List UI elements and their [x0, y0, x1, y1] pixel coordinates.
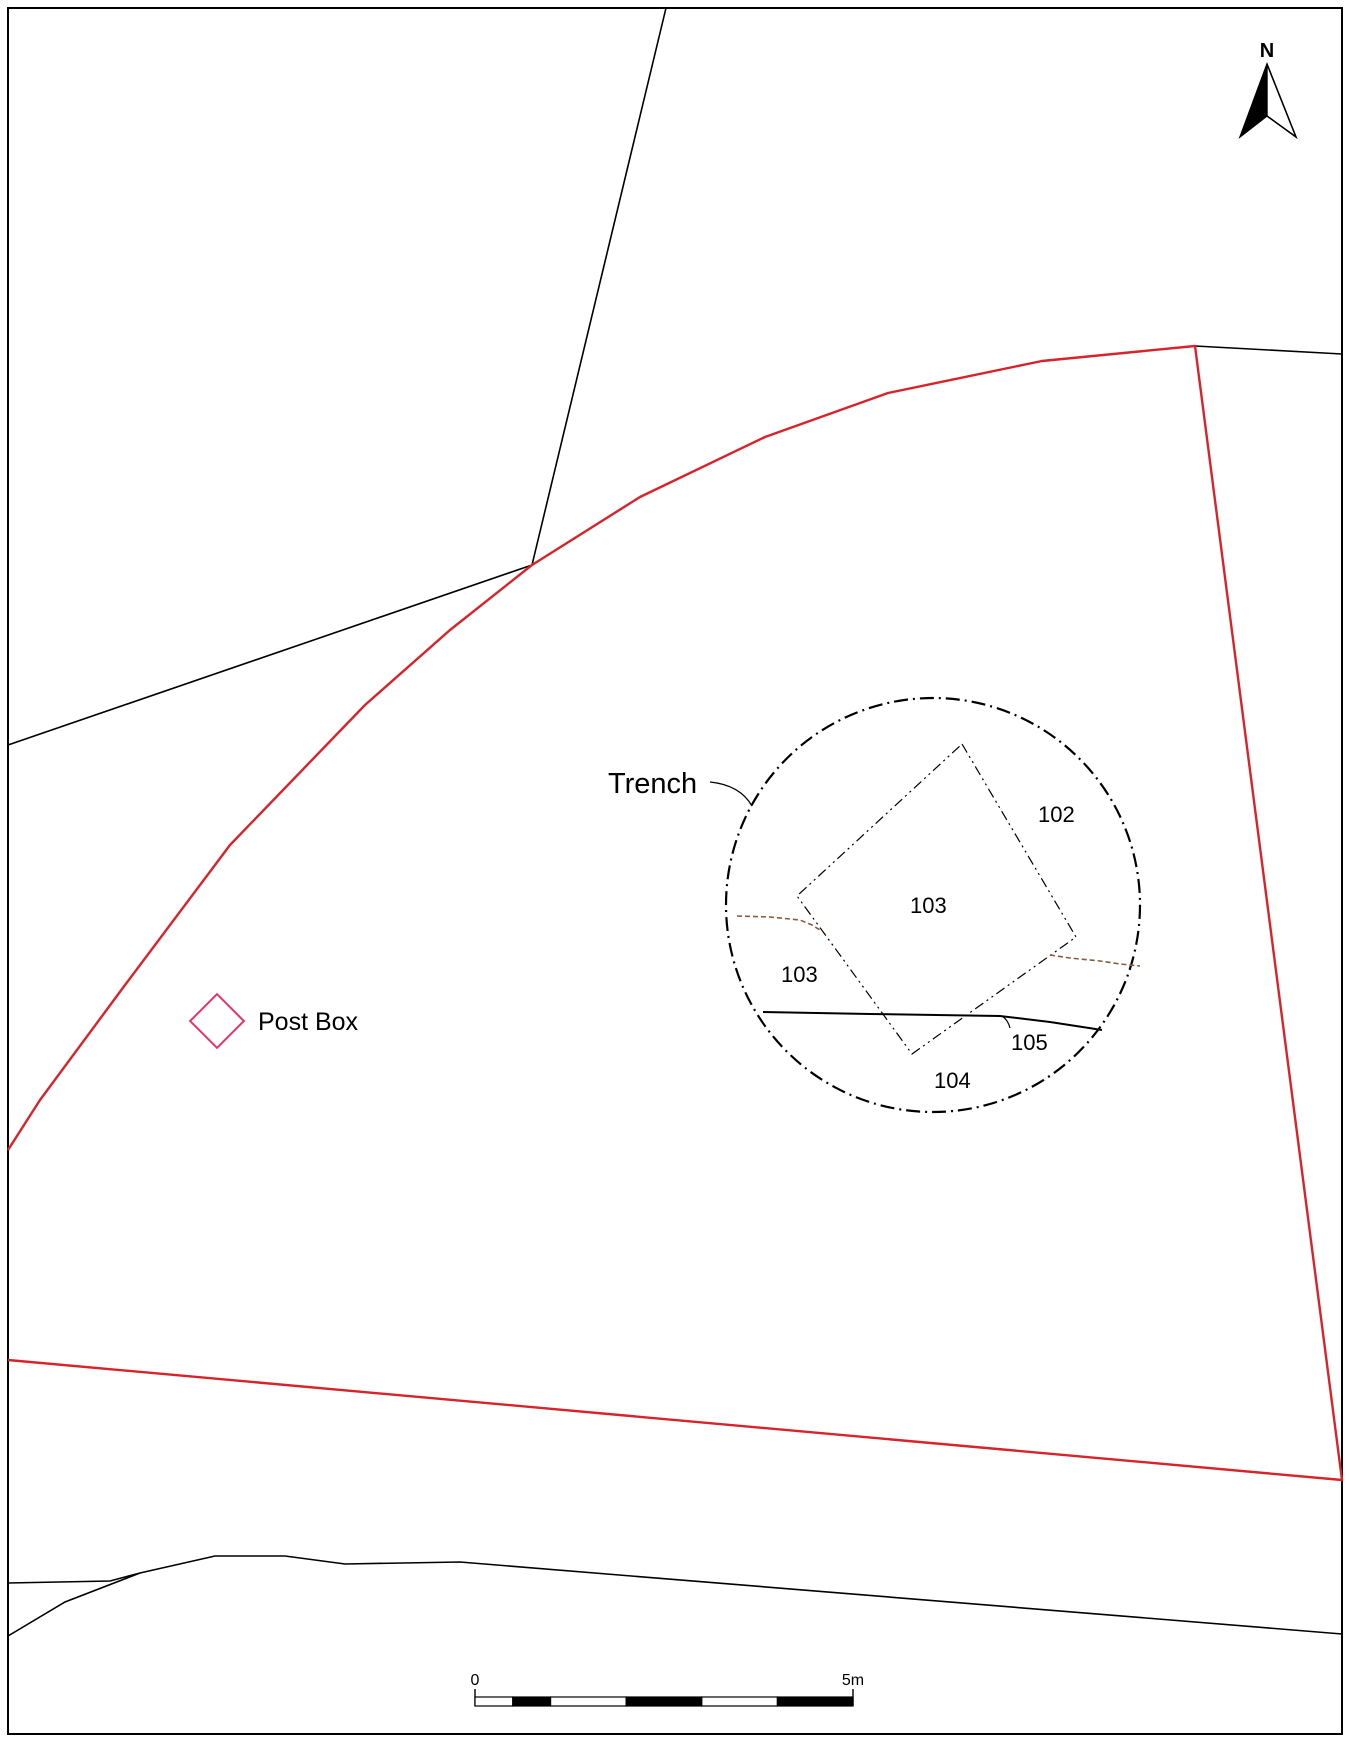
- context-label-104: 104: [934, 1068, 971, 1093]
- context-label-102: 102: [1038, 802, 1075, 827]
- north-arrow: N: [1238, 40, 1298, 140]
- scale-segment: [701, 1696, 778, 1707]
- scale-segment: [625, 1696, 703, 1707]
- post-box-label: Post Box: [258, 1008, 359, 1036]
- context-label-103: 103: [781, 962, 818, 987]
- road-edge-line: [7, 1572, 141, 1637]
- context-label-105: 105: [1011, 1030, 1048, 1055]
- map-frame: [7, 7, 1343, 1735]
- road-edge-line: [7, 1555, 1343, 1635]
- trench: Trench 102 103 103 105 104: [608, 696, 1142, 1114]
- north-arrow-outline: [1238, 62, 1298, 140]
- scale-segment: [549, 1696, 627, 1707]
- trench-leader-line: [709, 781, 753, 807]
- scale-segment: [776, 1696, 854, 1707]
- scale-segment: [474, 1696, 514, 1707]
- scale-segment: [512, 1696, 552, 1707]
- field-boundary-line: [1194, 345, 1343, 355]
- scale-bar: 0 5m: [471, 1672, 864, 1707]
- scale-start-label: 0: [471, 1672, 480, 1689]
- trench-circle: [724, 696, 1142, 1114]
- scale-end-label: 5m: [842, 1672, 864, 1689]
- context-boundary-dashed: [736, 915, 821, 931]
- post-box: Post Box: [188, 992, 359, 1050]
- context-linework: [7, 7, 1343, 1637]
- field-boundary-line: [7, 564, 533, 746]
- north-label: N: [1260, 40, 1274, 62]
- context-boundary-line: [762, 1011, 1103, 1031]
- field-boundary-line: [531, 7, 667, 566]
- post-box-symbol: [188, 992, 246, 1050]
- context-label-103: 103: [910, 893, 947, 918]
- site-boundary: [6, 344, 1344, 1482]
- context-boundary-dashed: [1049, 954, 1141, 967]
- trench-inner-square: [796, 743, 1077, 1055]
- trench-label: Trench: [608, 768, 697, 800]
- context-105-leader: [1001, 1015, 1011, 1029]
